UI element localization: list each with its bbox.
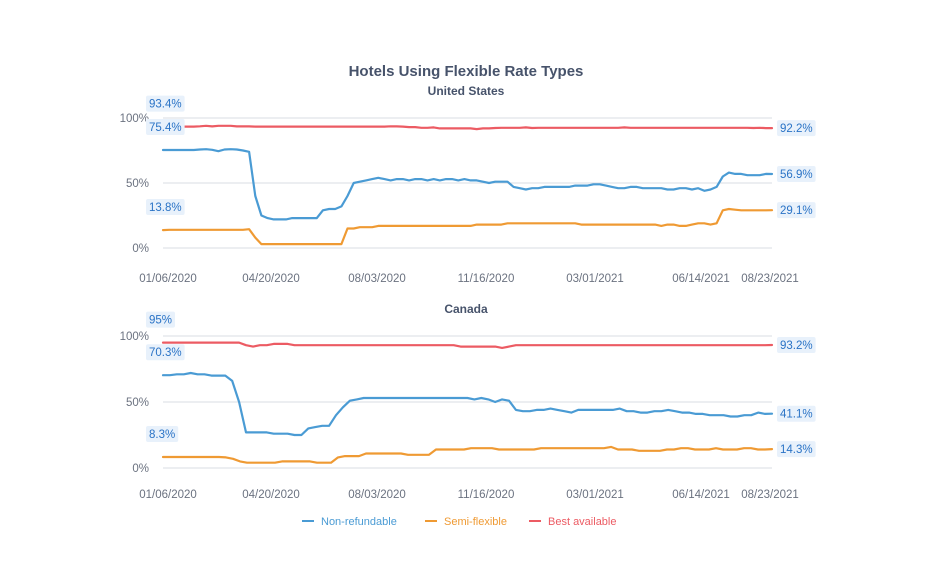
legend-label: Best available <box>548 516 617 528</box>
panel-2-series-best-available <box>161 341 774 349</box>
panel-1-series-best-available <box>161 124 774 131</box>
panel-2-y-tick-label: 50% <box>126 397 149 409</box>
panel-1-start-label-non-refundable: 75.4% <box>146 118 185 135</box>
svg-text:92.2%: 92.2% <box>780 123 813 135</box>
legend-item-non-refundable: Non-refundable <box>302 516 397 528</box>
panel-1-y-tick-label: 0% <box>132 243 149 255</box>
panel-2-x-tick-label: 03/01/2021 <box>566 489 624 501</box>
panel-2-start-label-non-refundable: 70.3% <box>146 344 185 361</box>
svg-text:29.1%: 29.1% <box>780 205 813 217</box>
legend-label: Non-refundable <box>321 516 397 528</box>
svg-text:93.2%: 93.2% <box>780 340 813 352</box>
panel-1-x-tick-label: 06/14/2021 <box>672 273 730 285</box>
panel-1-y-tick-label: 100% <box>120 113 149 125</box>
panel-2-x-tick-label: 08/03/2020 <box>348 489 406 501</box>
legend: Non-refundable Semi-flexible Best availabl… <box>302 516 617 528</box>
panel-2-end-label-non-refundable: 41.1% <box>777 405 816 422</box>
legend-label: Semi-flexible <box>444 516 507 528</box>
panel-1-x-tick-label: 03/01/2021 <box>566 273 624 285</box>
panel-1-series-non-refundable <box>161 148 774 221</box>
panel-2-x-tick-label: 08/23/2021 <box>741 489 799 501</box>
svg-text:14.3%: 14.3% <box>780 444 813 456</box>
panel-2-series-semi-flexible <box>161 445 774 464</box>
panel-1-y-tick-label: 50% <box>126 178 149 190</box>
svg-text:56.9%: 56.9% <box>780 169 813 181</box>
panel-2-start-label-best-available: 95% <box>146 311 176 328</box>
panel-1-end-label-best-available: 92.2% <box>777 120 816 137</box>
panel-1-x-tick-label: 01/06/2020 <box>139 273 197 285</box>
svg-text:93.4%: 93.4% <box>149 99 182 111</box>
svg-text:41.1%: 41.1% <box>780 409 813 421</box>
panel-2-end-label-semi-flexible: 14.3% <box>777 441 816 458</box>
chart-title: Hotels Using Flexible Rate Types <box>349 63 584 80</box>
svg-text:75.4%: 75.4% <box>149 122 182 134</box>
panel-2-x-tick-label: 04/20/2020 <box>242 489 300 501</box>
panel-2-y-tick-label: 100% <box>120 331 149 343</box>
panel-1-end-label-non-refundable: 56.9% <box>777 166 816 183</box>
svg-text:95%: 95% <box>149 315 172 327</box>
panel-2-x-tick-label: 11/16/2020 <box>458 489 515 501</box>
svg-text:70.3%: 70.3% <box>149 347 182 359</box>
panel-1: United States 0% 50% 100% 01/06/2020 04/20/20… <box>120 84 816 285</box>
panel-1-start-label-semi-flexible: 13.8% <box>146 199 185 216</box>
panel-2-y-tick-label: 0% <box>132 463 149 475</box>
panel-2-x-tick-label: 06/14/2021 <box>672 489 730 501</box>
panel-1-start-label-best-available: 93.4% <box>146 95 185 112</box>
panel-2-x-tick-label: 01/06/2020 <box>139 489 197 501</box>
svg-text:8.3%: 8.3% <box>149 429 175 441</box>
panel-2: Canada 0% 50% 100% 01/06/2020 04/20/2020 08/03… <box>120 302 816 501</box>
panel-2-end-label-best-available: 93.2% <box>777 336 816 353</box>
panel-1-x-tick-label: 04/20/2020 <box>242 273 300 285</box>
panel-2-start-label-semi-flexible: 8.3% <box>146 426 179 443</box>
panel-2-series-non-refundable <box>161 371 774 437</box>
panel-1-x-tick-label: 08/23/2021 <box>741 273 799 285</box>
legend-item-best-available: Best available <box>529 516 617 528</box>
svg-text:13.8%: 13.8% <box>149 202 182 214</box>
panel-1-series-semi-flexible <box>161 207 774 246</box>
panel-2-subtitle: Canada <box>444 302 488 316</box>
panel-1-end-label-semi-flexible: 29.1% <box>777 202 816 219</box>
panel-1-x-tick-label: 11/16/2020 <box>458 273 515 285</box>
legend-item-semi-flexible: Semi-flexible <box>425 516 507 528</box>
panel-1-x-tick-label: 08/03/2020 <box>348 273 406 285</box>
chart-panels: United States 0% 50% 100% 01/06/2020 04/20/20… <box>120 84 816 501</box>
panel-1-subtitle: United States <box>428 84 505 98</box>
